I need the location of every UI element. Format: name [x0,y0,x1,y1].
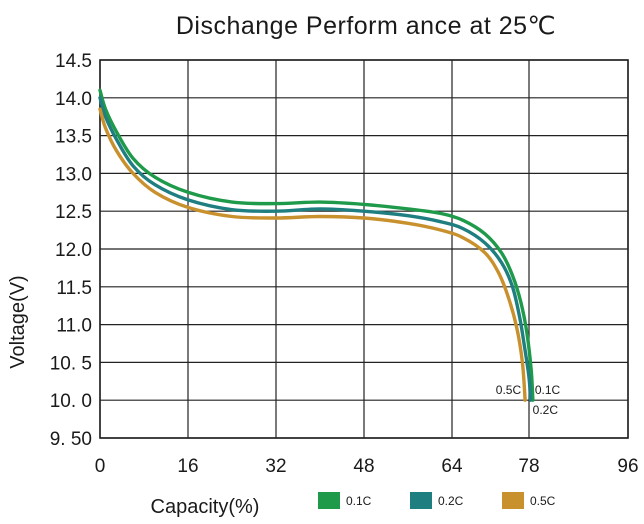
series-line-0-2C [98,96,533,402]
legend-item: 0.1C [318,492,372,509]
series-line-0-5C [98,107,527,402]
x-tick-label: 0 [95,456,106,477]
end-label: 0.2C [533,403,559,417]
y-tick-label: 13.0 [55,164,92,185]
x-tick-label: 78 [518,456,539,477]
y-tick-label: 14.5 [55,51,92,72]
y-tick-label: 10. 0 [50,391,92,412]
chart-title: Dischange Perform ance at 25℃ [176,12,556,40]
y-tick-label: 12.5 [55,202,92,223]
legend-label: 0.2C [438,494,464,508]
series-line-0-1C [98,88,535,402]
end-label: 0.5C [496,383,522,397]
y-tick-label: 12.0 [55,240,92,261]
y-tick-label: 14.0 [55,89,92,110]
legend-label: 0.5C [530,494,556,508]
legend-swatch [410,492,432,509]
plot-grid [99,59,629,439]
legend-swatch [318,492,340,509]
x-tick-label: 32 [265,456,286,477]
x-tick-label: 64 [441,456,463,477]
x-axis-ticks: 0 16 32 48 64 78 96 [95,456,639,477]
legend: 0.1C 0.2C 0.5C [318,492,556,509]
x-tick-label: 96 [617,456,638,477]
end-label: 0.1C [535,383,561,397]
y-tick-label: 9. 50 [50,429,92,450]
legend-item: 0.2C [410,492,464,509]
series-end-labels: 0.1C 0.2C 0.5C [496,383,561,417]
y-tick-label: 11.0 [56,316,92,337]
x-axis-label: Capacity(%) [151,496,260,518]
legend-label: 0.1C [346,494,372,508]
legend-swatch [502,492,524,509]
legend-item: 0.5C [502,492,556,509]
x-tick-label: 16 [177,456,198,477]
y-tick-label: 11.5 [56,278,92,299]
y-axis-ticks: 14.5 14.0 13.5 13.0 12.5 12.0 11.5 11.0 10. 5 10.… [50,51,92,450]
y-tick-label: 10. 5 [50,353,92,374]
y-tick-label: 13.5 [55,127,92,148]
y-axis-label: Voltage(V) [7,275,29,368]
series-lines [98,88,535,402]
x-tick-label: 48 [353,456,374,477]
